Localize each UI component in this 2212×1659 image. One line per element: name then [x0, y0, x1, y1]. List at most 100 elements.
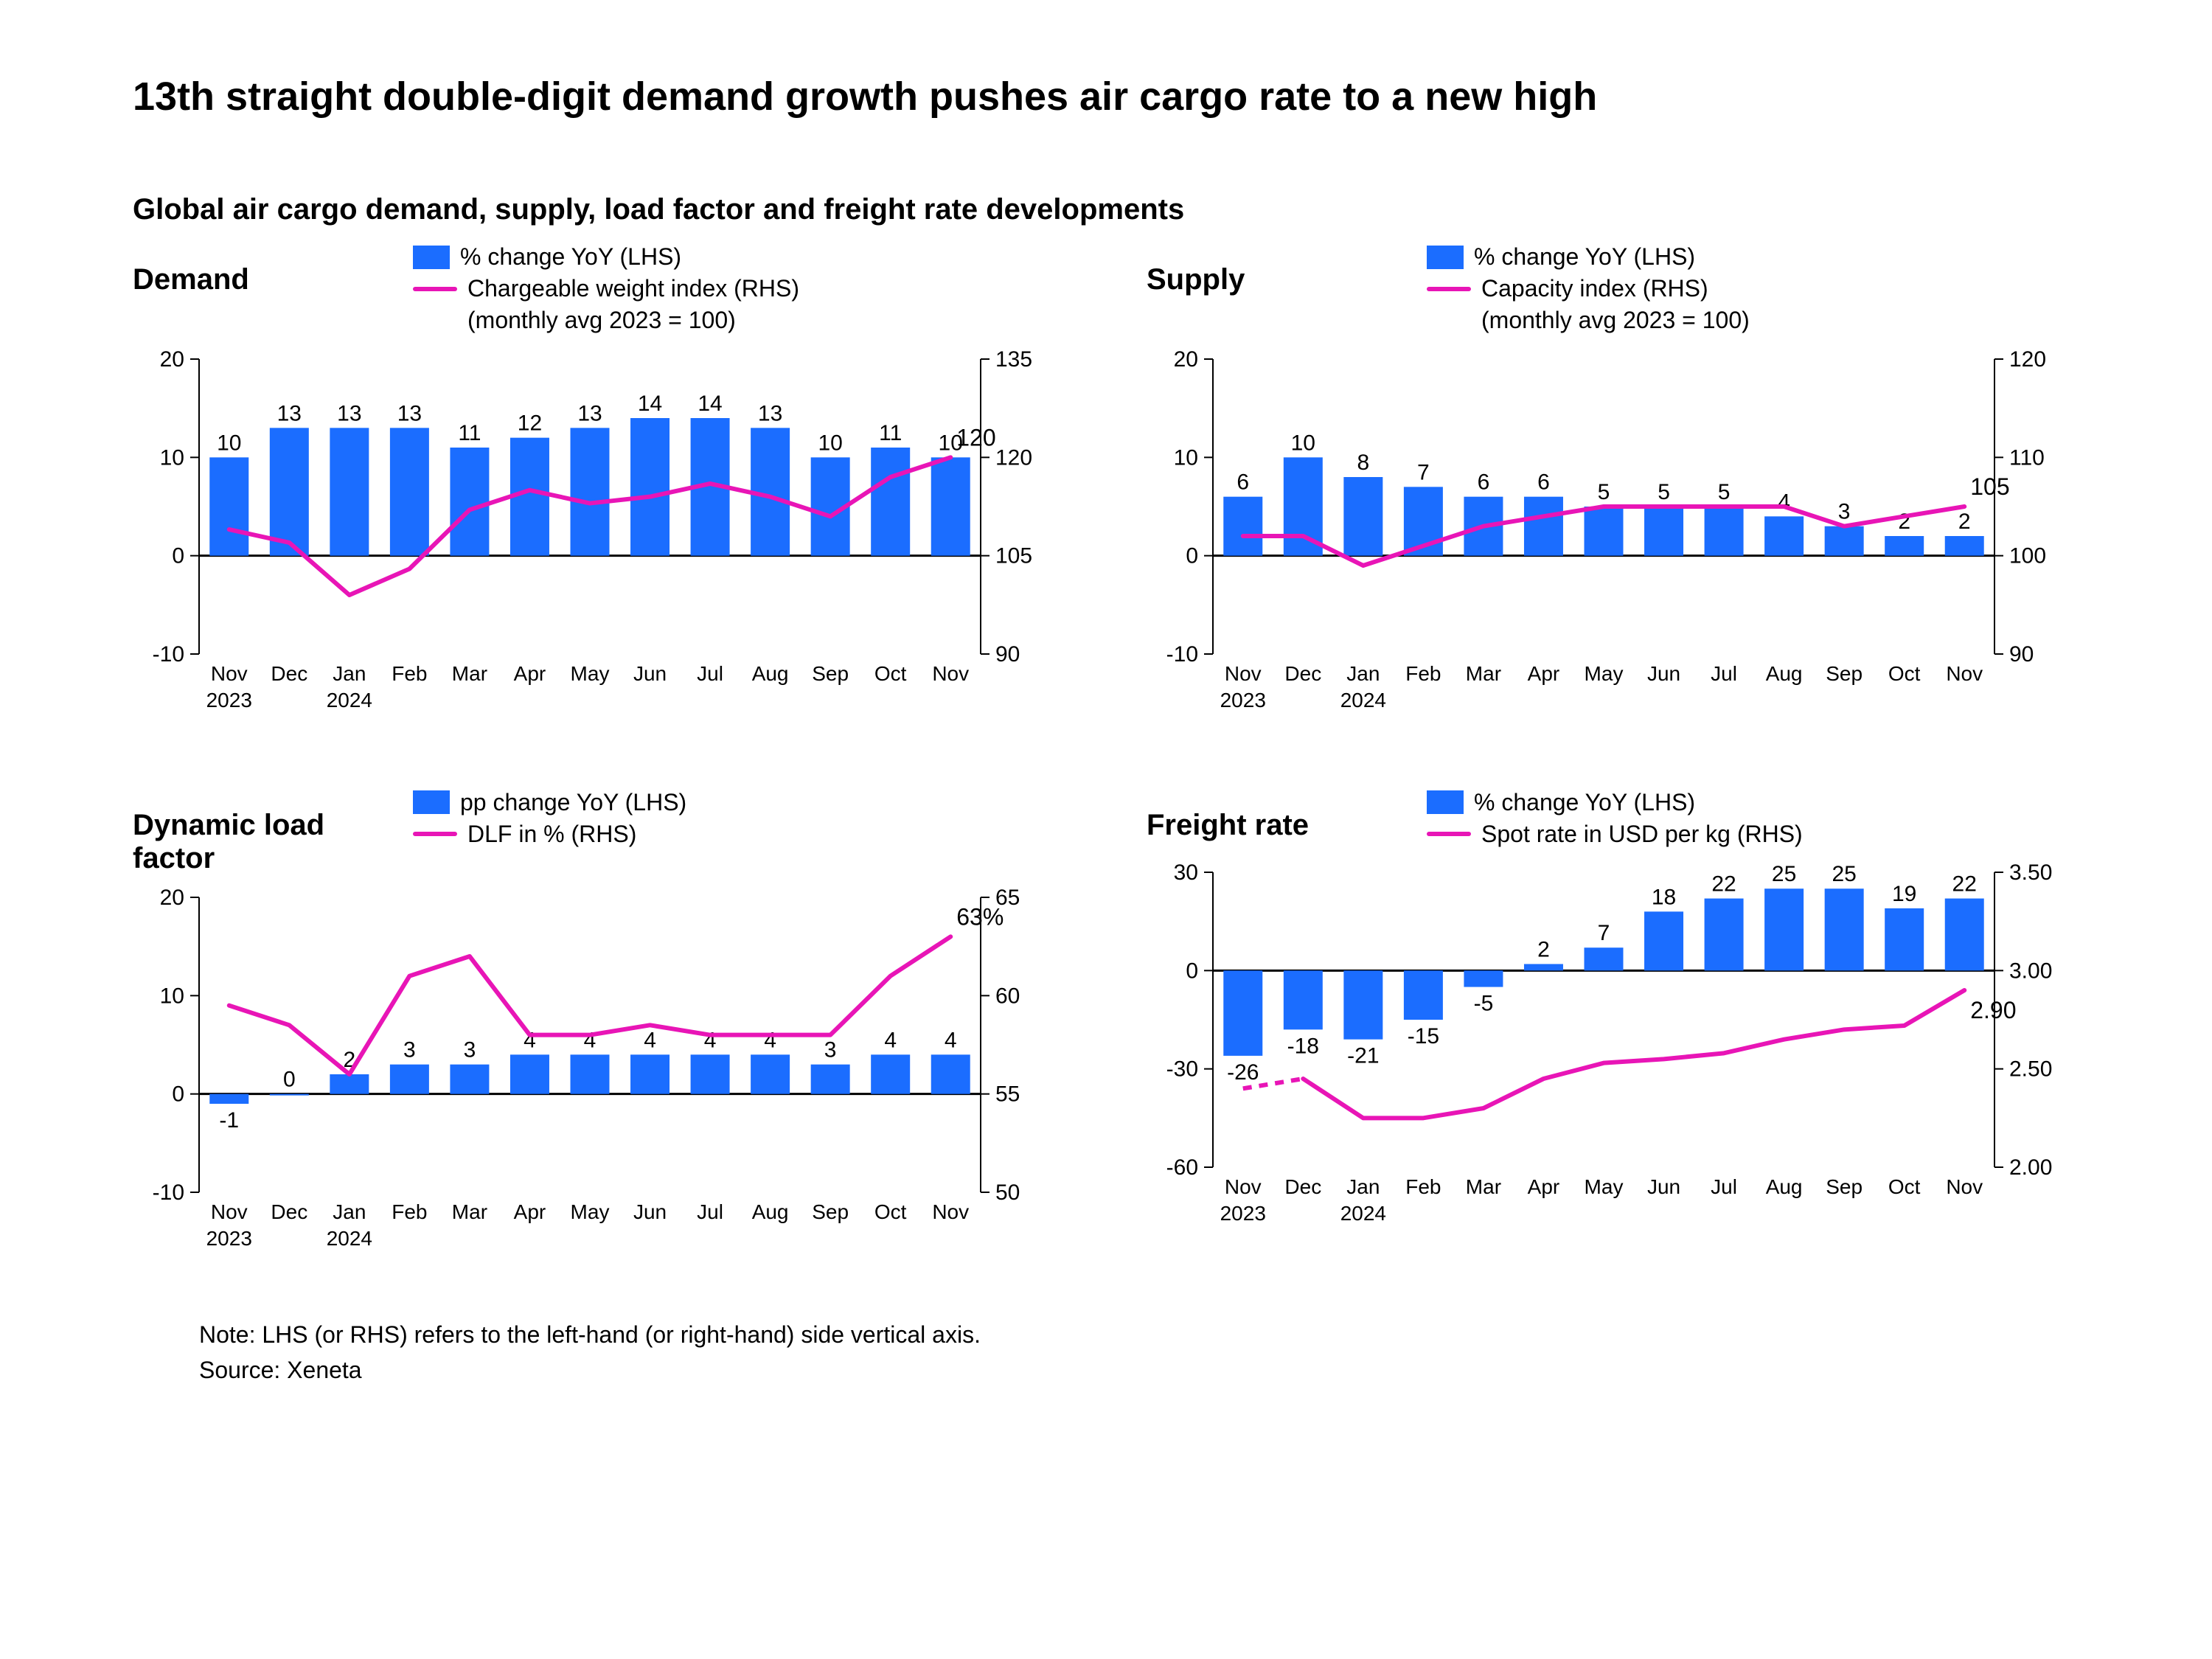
chart-svg: -100102050556065-102334444434463%NovDecJ…: [133, 883, 1062, 1273]
svg-text:Jun: Jun: [1647, 662, 1680, 685]
line-swatch-icon: [1427, 287, 1471, 291]
main-title: 13th straight double-digit demand growth…: [133, 74, 2101, 119]
svg-text:2024: 2024: [1340, 689, 1386, 712]
svg-text:Dec: Dec: [271, 1200, 307, 1223]
svg-text:May: May: [571, 662, 610, 685]
svg-text:100: 100: [2009, 543, 2046, 568]
svg-text:20: 20: [160, 886, 184, 910]
legend-line-row: DLF in % (RHS): [413, 818, 686, 850]
svg-text:7: 7: [1417, 460, 1430, 484]
svg-text:Sep: Sep: [812, 1200, 849, 1223]
svg-text:Nov: Nov: [211, 1200, 248, 1223]
svg-text:2024: 2024: [327, 689, 372, 712]
svg-text:4: 4: [945, 1028, 957, 1052]
svg-text:Nov: Nov: [1225, 662, 1262, 685]
svg-text:13: 13: [758, 401, 782, 425]
svg-text:3.50: 3.50: [2009, 860, 2052, 885]
svg-text:2024: 2024: [1340, 1202, 1386, 1225]
svg-text:-1: -1: [219, 1108, 239, 1133]
svg-text:22: 22: [1952, 872, 1977, 896]
svg-text:4: 4: [644, 1028, 656, 1052]
svg-text:Apr: Apr: [514, 662, 546, 685]
legend-line-label: Spot rate in USD per kg (RHS): [1481, 818, 1803, 850]
svg-text:3: 3: [403, 1037, 416, 1062]
bar-swatch-icon: [1427, 790, 1464, 814]
svg-text:May: May: [571, 1200, 610, 1223]
svg-text:Apr: Apr: [1528, 662, 1560, 685]
svg-text:3.00: 3.00: [2009, 959, 2052, 983]
svg-text:-5: -5: [1474, 991, 1494, 1015]
svg-text:Mar: Mar: [1466, 1175, 1501, 1198]
svg-text:-60: -60: [1166, 1155, 1198, 1180]
panel-header: Supply % change YoY (LHS) Capacity index…: [1147, 241, 2101, 337]
svg-text:120: 120: [2009, 347, 2046, 372]
svg-text:Jul: Jul: [1711, 1175, 1737, 1198]
legend: % change YoY (LHS) Chargeable weight ind…: [413, 241, 799, 337]
panel-title: Supply: [1147, 241, 1427, 296]
svg-text:8: 8: [1357, 451, 1370, 475]
legend-bar-row: % change YoY (LHS): [413, 241, 799, 273]
svg-text:30: 30: [1174, 860, 1198, 885]
svg-text:135: 135: [995, 347, 1032, 372]
svg-text:2: 2: [1898, 509, 1910, 534]
legend-bar-row: % change YoY (LHS): [1427, 787, 1803, 818]
svg-text:Aug: Aug: [752, 662, 789, 685]
panel-header: Dynamic load factor pp change YoY (LHS) …: [133, 787, 1088, 875]
svg-text:6: 6: [1237, 470, 1249, 494]
svg-text:5: 5: [1598, 480, 1610, 504]
svg-text:Oct: Oct: [1888, 662, 1921, 685]
svg-text:2: 2: [1537, 937, 1550, 961]
svg-text:Dec: Dec: [271, 662, 307, 685]
svg-text:2.00: 2.00: [2009, 1155, 2052, 1180]
svg-text:Sep: Sep: [1826, 662, 1863, 685]
svg-text:Nov: Nov: [932, 662, 969, 685]
svg-text:0: 0: [172, 543, 184, 568]
svg-text:120: 120: [995, 445, 1032, 470]
bar-swatch-icon: [413, 790, 450, 814]
svg-text:4: 4: [764, 1028, 776, 1052]
svg-text:12: 12: [518, 411, 542, 435]
svg-text:Feb: Feb: [392, 1200, 427, 1223]
svg-text:2024: 2024: [327, 1227, 372, 1250]
svg-text:Mar: Mar: [1466, 662, 1501, 685]
svg-text:Nov: Nov: [1946, 1175, 1983, 1198]
svg-text:120: 120: [956, 424, 995, 451]
svg-text:6: 6: [1537, 470, 1550, 494]
svg-text:90: 90: [995, 642, 1020, 667]
svg-text:2023: 2023: [206, 689, 252, 712]
legend-line-label: DLF in % (RHS): [467, 818, 636, 850]
svg-text:6: 6: [1478, 470, 1490, 494]
panel-supply: Supply % change YoY (LHS) Capacity index…: [1147, 241, 2101, 735]
svg-text:Jul: Jul: [697, 662, 723, 685]
svg-text:13: 13: [337, 401, 361, 425]
legend-line-sublabel: (monthly avg 2023 = 100): [1427, 305, 1750, 336]
svg-text:Oct: Oct: [874, 662, 907, 685]
note-text: Note: LHS (or RHS) refers to the left-ha…: [199, 1317, 2101, 1352]
svg-text:Jul: Jul: [697, 1200, 723, 1223]
legend-line-row: Chargeable weight index (RHS): [413, 273, 799, 305]
legend: % change YoY (LHS) Spot rate in USD per …: [1427, 787, 1803, 850]
svg-text:4: 4: [884, 1028, 897, 1052]
svg-text:Aug: Aug: [1766, 1175, 1803, 1198]
svg-text:May: May: [1585, 662, 1624, 685]
svg-text:60: 60: [995, 984, 1020, 1008]
svg-text:Aug: Aug: [752, 1200, 789, 1223]
svg-text:4: 4: [704, 1028, 717, 1052]
svg-text:25: 25: [1832, 862, 1856, 886]
svg-text:63%: 63%: [956, 903, 1004, 930]
svg-text:3: 3: [824, 1037, 837, 1062]
svg-text:Jan: Jan: [1346, 1175, 1380, 1198]
svg-text:-15: -15: [1408, 1024, 1439, 1048]
svg-text:55: 55: [995, 1082, 1020, 1106]
legend-line-row: Capacity index (RHS): [1427, 273, 1750, 305]
svg-text:10: 10: [160, 445, 184, 470]
svg-text:4: 4: [584, 1028, 597, 1052]
svg-text:Apr: Apr: [514, 1200, 546, 1223]
svg-text:Nov: Nov: [1225, 1175, 1262, 1198]
svg-text:4: 4: [1778, 490, 1790, 514]
svg-text:-10: -10: [153, 1180, 184, 1205]
chart-svg: -10010209010011012061087665554322105NovD…: [1147, 344, 2076, 735]
svg-text:Dec: Dec: [1284, 1175, 1321, 1198]
svg-text:Oct: Oct: [874, 1200, 907, 1223]
svg-text:Sep: Sep: [1826, 1175, 1863, 1198]
